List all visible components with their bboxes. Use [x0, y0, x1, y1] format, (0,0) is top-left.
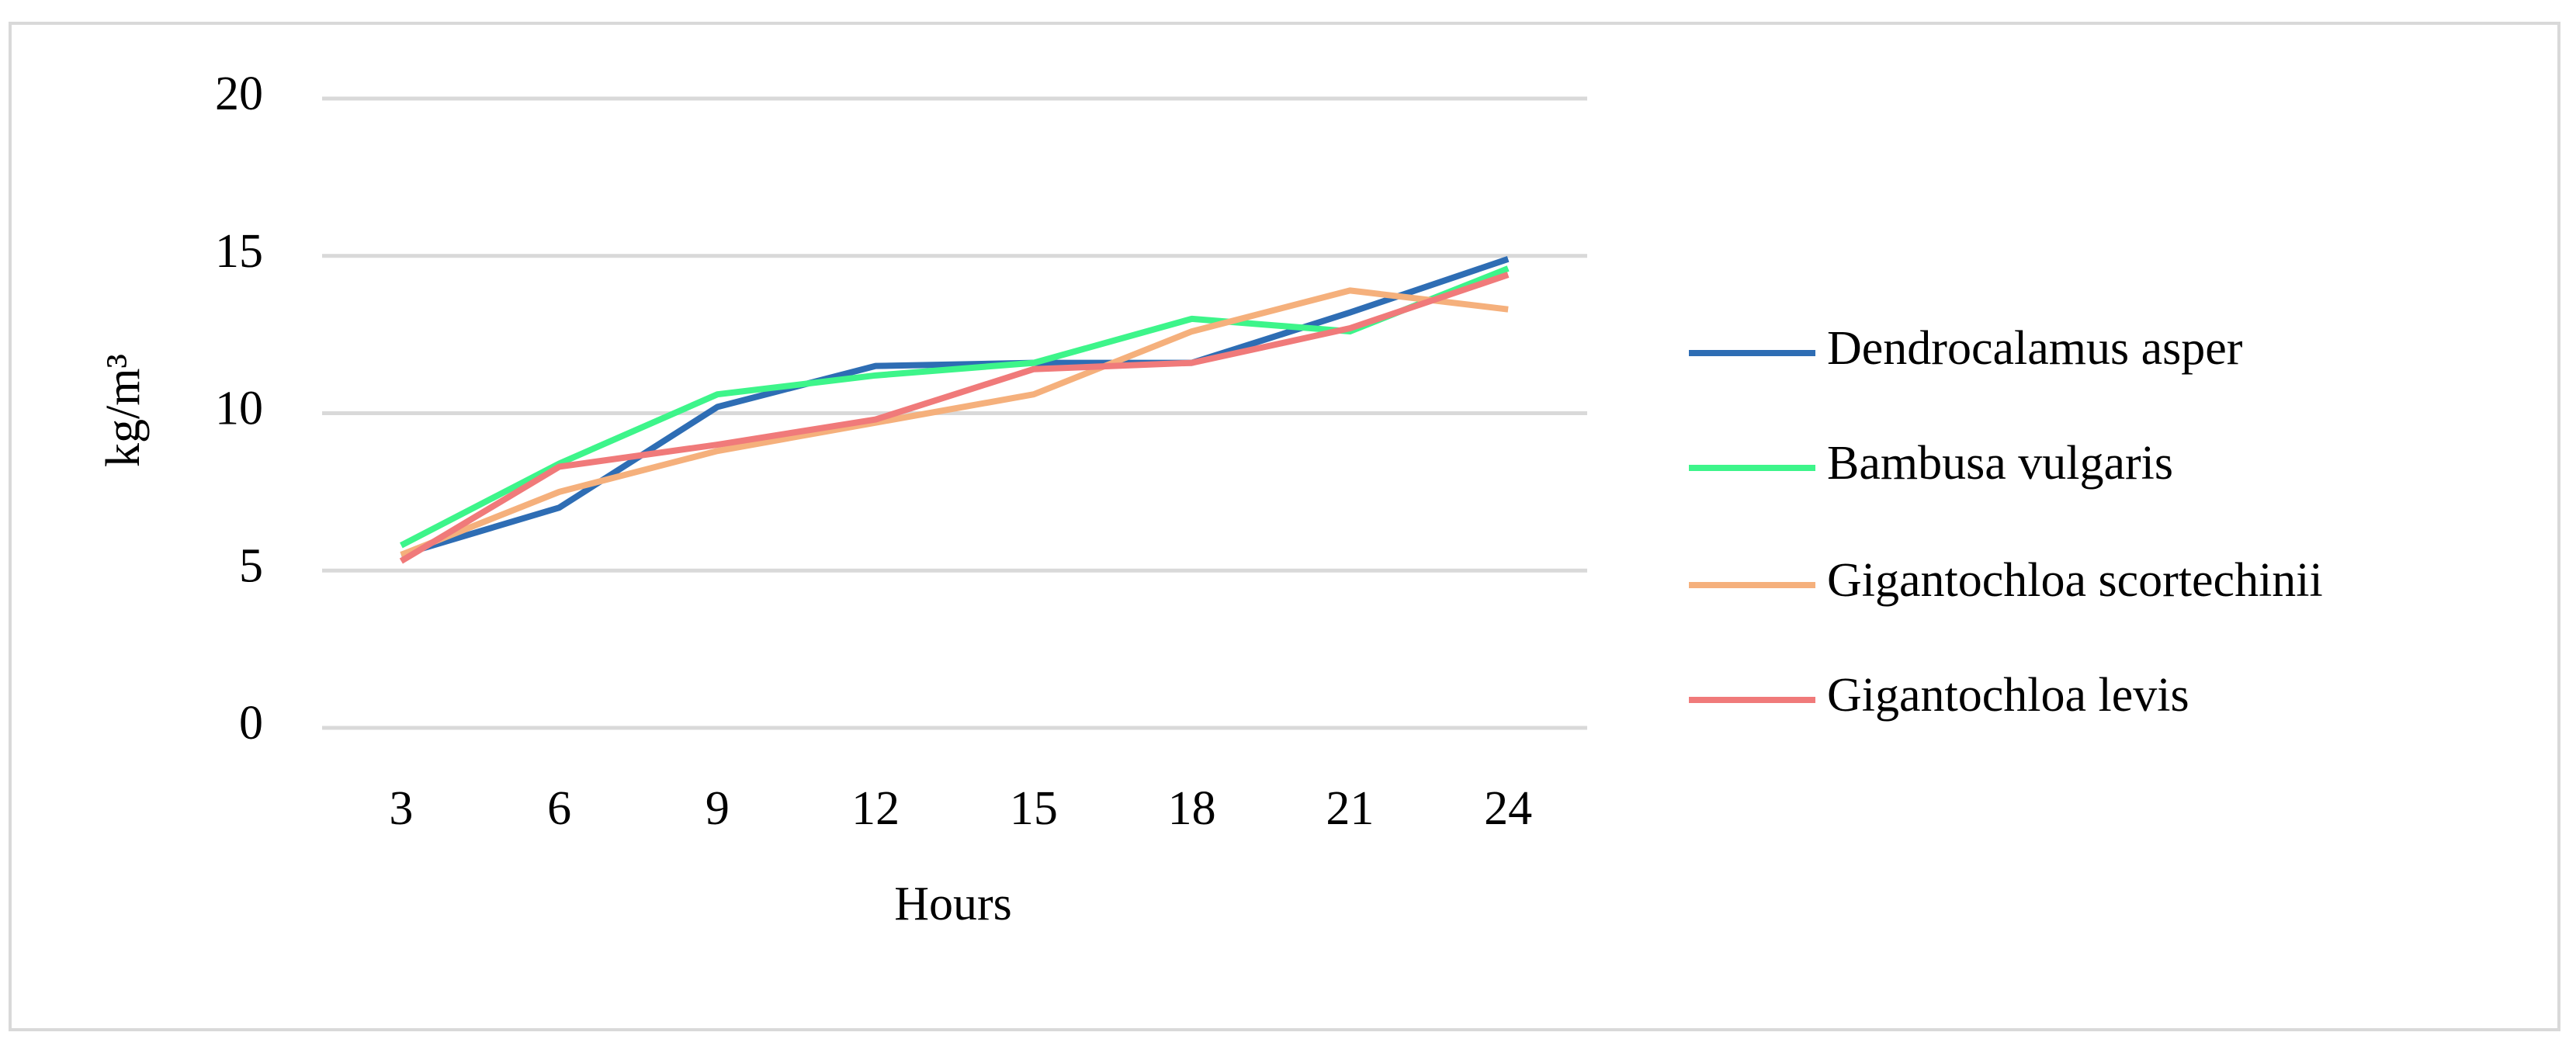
y-tick-label: 10 — [215, 383, 263, 435]
y-tick-label: 0 — [239, 697, 263, 750]
legend-label: Dendrocalamus asper — [1827, 322, 2243, 375]
x-tick-label: 12 — [851, 782, 900, 835]
x-tick-label: 18 — [1168, 782, 1216, 835]
chart-border — [9, 22, 2560, 1031]
line-series — [400, 287, 1509, 558]
legend-label: Gigantochloa levis — [1827, 669, 2189, 722]
x-axis-title: Hours — [894, 878, 1012, 930]
y-tick-label: 5 — [239, 539, 263, 592]
x-tick-label: 9 — [706, 782, 730, 835]
x-tick-label: 6 — [547, 782, 571, 835]
line-series — [400, 265, 1510, 549]
y-tick-label: 15 — [215, 225, 263, 278]
legend-label: Gigantochloa scortechinii — [1827, 554, 2323, 607]
x-tick-label: 24 — [1484, 782, 1532, 835]
line-series — [400, 256, 1510, 558]
legend-label: Bambusa vulgaris — [1827, 437, 2173, 490]
y-tick-label: 20 — [215, 68, 263, 120]
x-tick-label: 21 — [1326, 782, 1374, 835]
line-series — [399, 272, 1510, 564]
y-axis-title: kg/m³ — [97, 354, 150, 467]
x-tick-label: 3 — [389, 782, 413, 835]
x-tick-label: 15 — [1010, 782, 1058, 835]
